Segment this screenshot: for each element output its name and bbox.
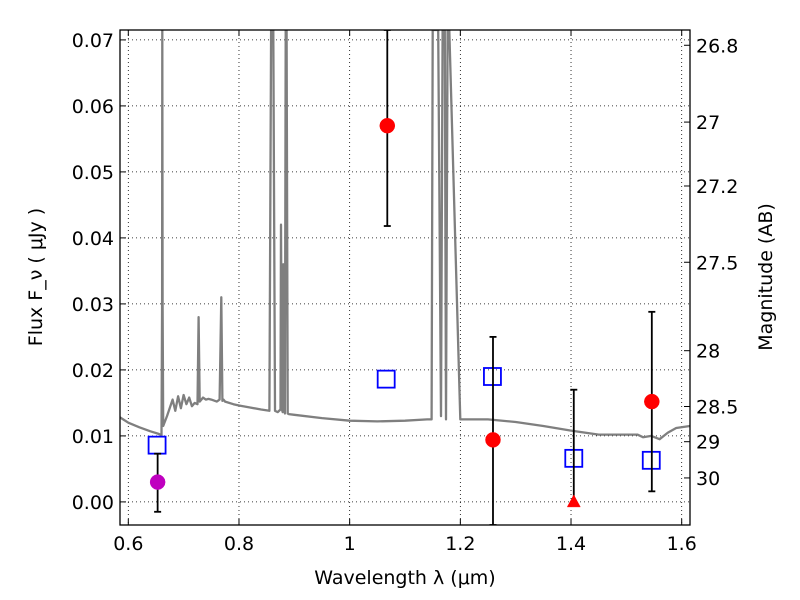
- x-tick-label: 1: [344, 533, 356, 555]
- x-tick-label: 1.4: [556, 533, 586, 555]
- grid-lines: [120, 30, 690, 525]
- mag-tick-label: 29: [696, 432, 720, 454]
- mag-tick-label: 28: [696, 341, 720, 363]
- observed-flux-marker: [149, 474, 166, 490]
- mag-tick-label: 27: [696, 112, 720, 134]
- y-tick-label: 0.01: [72, 426, 114, 448]
- mag-tick-label: 28.5: [696, 396, 738, 418]
- x-tick-label: 0.6: [113, 533, 143, 555]
- x-tick-label: 1.6: [667, 533, 697, 555]
- mag-tick-label: 27.2: [696, 176, 738, 198]
- model-spectrum-line: [120, 30, 690, 441]
- mag-tick-label: 27.5: [696, 252, 738, 274]
- plot-area: [120, 30, 690, 525]
- y-tick-label: 0.04: [72, 228, 114, 250]
- observed-flux-marker: [379, 117, 396, 134]
- x-tick-label: 1.2: [445, 533, 475, 555]
- observed-flux-marker: [644, 393, 660, 410]
- y-tick-label: 0.02: [72, 360, 114, 382]
- y-tick-label: 0.03: [72, 294, 114, 316]
- axis-ticks: 0.6 0.8 1 1.2 1.4 1.6 0.00 0.01 0.02 0.03 0.04 0.05…: [72, 30, 739, 555]
- mag-tick-label: 30: [696, 468, 720, 490]
- y-tick-label: 0.06: [72, 96, 114, 118]
- upper-limit-marker: [566, 494, 581, 508]
- mag-tick-label: 26.8: [696, 35, 738, 57]
- y-tick-label: 0.00: [72, 492, 114, 514]
- model-photometry-marker: [147, 435, 167, 455]
- observed-flux-marker: [485, 432, 501, 448]
- y-axis-label: Flux F_ν ( μJy ): [25, 208, 47, 346]
- y-tick-label: 0.05: [72, 162, 114, 184]
- right-axis-label: Magnitude (AB): [755, 203, 777, 351]
- plot-frame: [119, 29, 691, 526]
- y-tick-label: 0.07: [72, 30, 114, 52]
- model-photometry-marker: [376, 369, 396, 389]
- x-axis-label: Wavelength λ (μm): [314, 567, 495, 589]
- x-tick-label: 0.8: [224, 533, 254, 555]
